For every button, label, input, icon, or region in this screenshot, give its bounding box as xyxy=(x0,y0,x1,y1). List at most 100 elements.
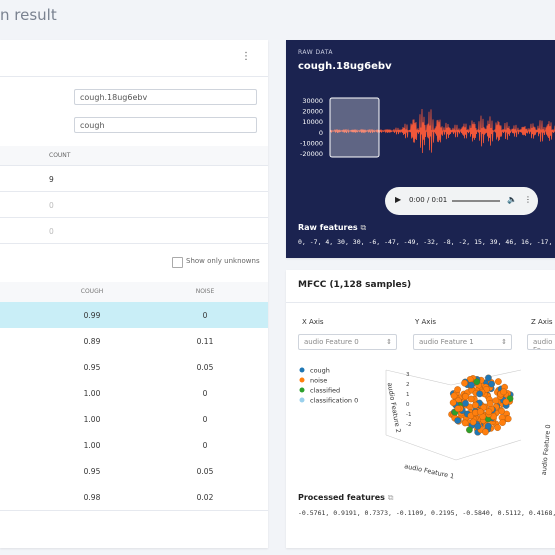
result-cell: 0.11 xyxy=(196,337,214,346)
plot-point xyxy=(476,390,483,398)
play-button[interactable]: ▶ xyxy=(395,195,402,204)
count-header: COUNT xyxy=(49,152,71,159)
axis-select[interactable]: audio Feature 0 ⇕ xyxy=(298,334,397,350)
axis-select[interactable]: audio Feature 1 ⇕ xyxy=(413,334,512,350)
wave-y-label: 0 xyxy=(319,129,323,137)
result-cell: 0.05 xyxy=(196,467,214,476)
result-cell: 0 xyxy=(202,441,208,450)
filter-label: Show only unknowns xyxy=(186,257,260,265)
checkbox[interactable] xyxy=(172,257,183,268)
audio-player[interactable]: ▶ 0:00 / 0:01 🔈 ⋮ xyxy=(385,187,538,215)
result-cell: 0.95 xyxy=(83,363,101,372)
result-row[interactable]: 1.00 0 xyxy=(0,406,268,433)
wave-y-label: -20000 xyxy=(300,150,323,158)
raw-data-label: RAW DATA xyxy=(298,49,333,56)
label-input[interactable]: cough xyxy=(74,117,257,133)
axis-label: X Axis xyxy=(302,318,324,326)
select-text: audio Feature 0 xyxy=(304,338,359,346)
plot-point xyxy=(494,424,501,431)
table-header xyxy=(0,282,268,302)
legend-swatch xyxy=(299,387,305,393)
plot-point xyxy=(462,393,469,400)
plot-point xyxy=(472,401,479,409)
plot-point xyxy=(461,419,469,427)
plot-point xyxy=(462,399,469,407)
result-cell: 0.05 xyxy=(196,363,214,372)
plot-axis-label: audio Feature 1 xyxy=(404,462,455,480)
menu-icon[interactable]: ⋮ xyxy=(241,51,251,62)
result-row[interactable]: 0.95 0.05 xyxy=(0,458,268,485)
select-arrow: ⇕ xyxy=(386,338,392,346)
count-cell: 0 xyxy=(49,227,54,236)
plot-point xyxy=(473,378,481,386)
plot-point xyxy=(495,378,502,385)
divider xyxy=(0,243,268,244)
scatter-3d: cough noise classified classification 0 3 2 1 0… xyxy=(299,367,552,481)
wave-y-label: 30000 xyxy=(302,97,323,105)
plot-axis xyxy=(455,439,522,461)
processed-features: -0.5761, 0.9191, 0.7373, -0.1109, 0.2195… xyxy=(298,509,555,517)
column-header: COUGH xyxy=(80,288,104,295)
select-text: audio Feature 1 xyxy=(419,338,474,346)
raw-features-title: Raw features ⧉ xyxy=(298,223,366,233)
plot-point xyxy=(466,426,473,434)
plot-point xyxy=(467,412,475,420)
plot-point xyxy=(476,408,484,416)
plot-point xyxy=(486,400,494,407)
legend-swatch xyxy=(299,367,305,373)
wave-y-label: 10000 xyxy=(302,118,323,126)
result-cell: 0.98 xyxy=(83,493,101,502)
result-cell: 1.00 xyxy=(83,441,101,450)
axis-label: Z Axis xyxy=(531,318,553,326)
count-cell: 0 xyxy=(49,201,54,210)
waveform-line xyxy=(329,109,555,153)
options-button[interactable]: ⋮ xyxy=(524,195,532,204)
volume-button[interactable]: 🔈 xyxy=(507,195,517,204)
result-cell: 0 xyxy=(202,311,208,320)
plot-point xyxy=(454,417,462,424)
result-cell: 0.89 xyxy=(83,337,101,346)
raw-data-panel: RAW DATA cough.18ug6ebv 30000 20000 10000 0… xyxy=(286,40,555,258)
plot-point xyxy=(500,388,507,396)
plot-tick: -2 xyxy=(406,422,411,428)
result-row[interactable]: 1.00 0 xyxy=(0,380,268,407)
plot-point xyxy=(468,381,475,389)
result-row[interactable]: 1.00 0 xyxy=(0,432,268,459)
processed-title-text: Processed features xyxy=(298,493,385,502)
sample-title: cough.18ug6ebv xyxy=(298,61,392,72)
count-cell: 9 xyxy=(49,175,54,184)
copy-icon[interactable]: ⧉ xyxy=(387,493,394,502)
result-row[interactable]: 0.95 0.05 xyxy=(0,354,268,381)
processed-title: Processed features ⧉ xyxy=(298,493,393,503)
result-cell: 0 xyxy=(202,415,208,424)
result-row[interactable]: 0.98 0.02 xyxy=(0,484,268,511)
raw-features-title-text: Raw features xyxy=(298,223,358,232)
plot-point xyxy=(454,386,461,393)
divider xyxy=(0,217,268,218)
plot-point xyxy=(504,415,512,423)
axis-select[interactable]: audio Fe xyxy=(527,334,555,350)
plot-point xyxy=(454,405,462,413)
result-cell: 0.99 xyxy=(83,311,101,320)
plot-point xyxy=(499,419,506,426)
plot-tick: 0 xyxy=(406,402,410,408)
result-row[interactable]: 0.89 0.11 xyxy=(0,328,268,355)
copy-icon[interactable]: ⧉ xyxy=(360,223,367,232)
raw-features: 0, -7, 4, 30, 30, -6, -47, -49, -32, -8,… xyxy=(298,238,555,246)
mfcc-panel: MFCC (1,128 samples) X Axis Y Axis Z Axi… xyxy=(286,270,555,548)
selection-window[interactable] xyxy=(329,97,380,158)
wave-y-label: -10000 xyxy=(300,139,323,147)
plot-point xyxy=(467,395,475,403)
legend-label: classification 0 xyxy=(310,397,358,405)
result-row[interactable]: 0.99 0 xyxy=(0,302,268,329)
legend-swatch xyxy=(299,377,305,383)
plot-point xyxy=(482,428,489,436)
seek-bar[interactable] xyxy=(452,200,500,202)
axis-label: Y Axis xyxy=(415,318,437,326)
plot-axis xyxy=(385,434,457,461)
plot-tick: 3 xyxy=(406,372,410,378)
plot-point xyxy=(485,374,492,382)
plot-point xyxy=(488,380,495,388)
filename-input[interactable]: cough.18ug6ebv xyxy=(74,89,257,105)
